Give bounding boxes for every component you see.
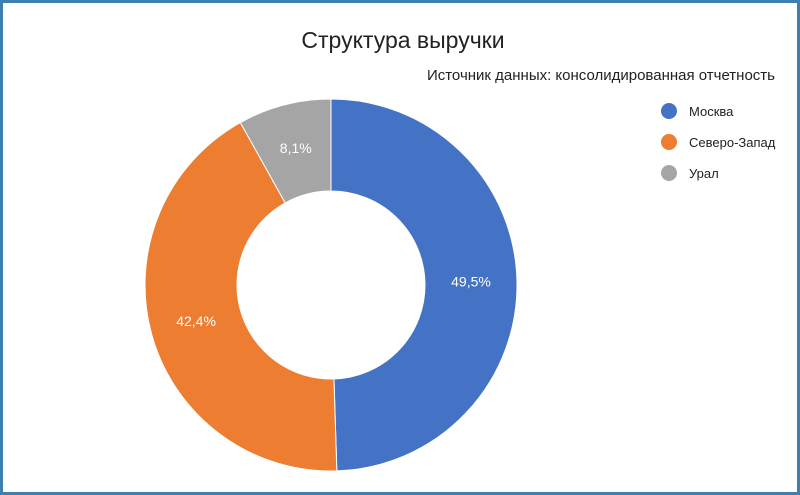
- legend-label: Северо-Запад: [689, 134, 776, 150]
- legend-label: Урал: [689, 165, 719, 181]
- slice-урал: [239, 98, 332, 204]
- legend-label: Москва: [689, 103, 734, 119]
- chart-subtitle: Источник данных: консолидированная отчет…: [426, 67, 775, 84]
- legend-item-урал: Урал: [661, 163, 775, 183]
- data-label-северо-запад: 42,4%: [176, 313, 216, 329]
- legend: Москва Северо-Запад Урал: [661, 101, 775, 194]
- slice-северо-запад: [144, 121, 338, 472]
- legend-swatch: [661, 134, 677, 150]
- data-label-москва: 49,5%: [451, 274, 491, 290]
- legend-swatch: [661, 165, 677, 181]
- donut-chart: 49,5% 42,4% 8,1%: [144, 98, 518, 472]
- legend-item-москва: Москва: [661, 101, 775, 121]
- data-label-урал: 8,1%: [280, 140, 312, 156]
- slice-москва: [330, 98, 518, 472]
- chart-title: Структура выручки: [301, 27, 505, 53]
- legend-swatch: [661, 103, 677, 119]
- legend-item-северо-запад: Северо-Запад: [661, 132, 775, 152]
